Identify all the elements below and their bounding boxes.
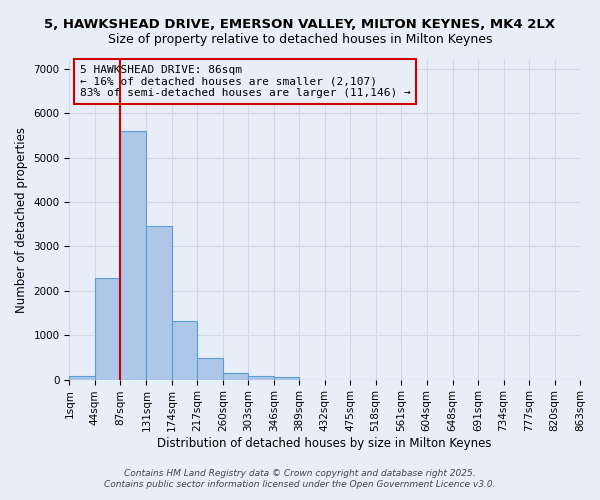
Bar — [274, 378, 299, 380]
X-axis label: Distribution of detached houses by size in Milton Keynes: Distribution of detached houses by size … — [157, 437, 492, 450]
Y-axis label: Number of detached properties: Number of detached properties — [15, 127, 28, 313]
Text: 5 HAWKSHEAD DRIVE: 86sqm
← 16% of detached houses are smaller (2,107)
83% of sem: 5 HAWKSHEAD DRIVE: 86sqm ← 16% of detach… — [80, 65, 410, 98]
Bar — [146, 226, 172, 380]
Text: Size of property relative to detached houses in Milton Keynes: Size of property relative to detached ho… — [108, 32, 492, 46]
Bar — [121, 131, 146, 380]
Text: Contains public sector information licensed under the Open Government Licence v3: Contains public sector information licen… — [104, 480, 496, 489]
Bar — [197, 358, 223, 380]
Bar — [70, 376, 95, 380]
Text: 5, HAWKSHEAD DRIVE, EMERSON VALLEY, MILTON KEYNES, MK4 2LX: 5, HAWKSHEAD DRIVE, EMERSON VALLEY, MILT… — [44, 18, 556, 30]
Text: Contains HM Land Registry data © Crown copyright and database right 2025.: Contains HM Land Registry data © Crown c… — [124, 468, 476, 477]
Bar — [95, 278, 121, 380]
Bar — [223, 373, 248, 380]
Bar — [172, 321, 197, 380]
Bar — [248, 376, 274, 380]
